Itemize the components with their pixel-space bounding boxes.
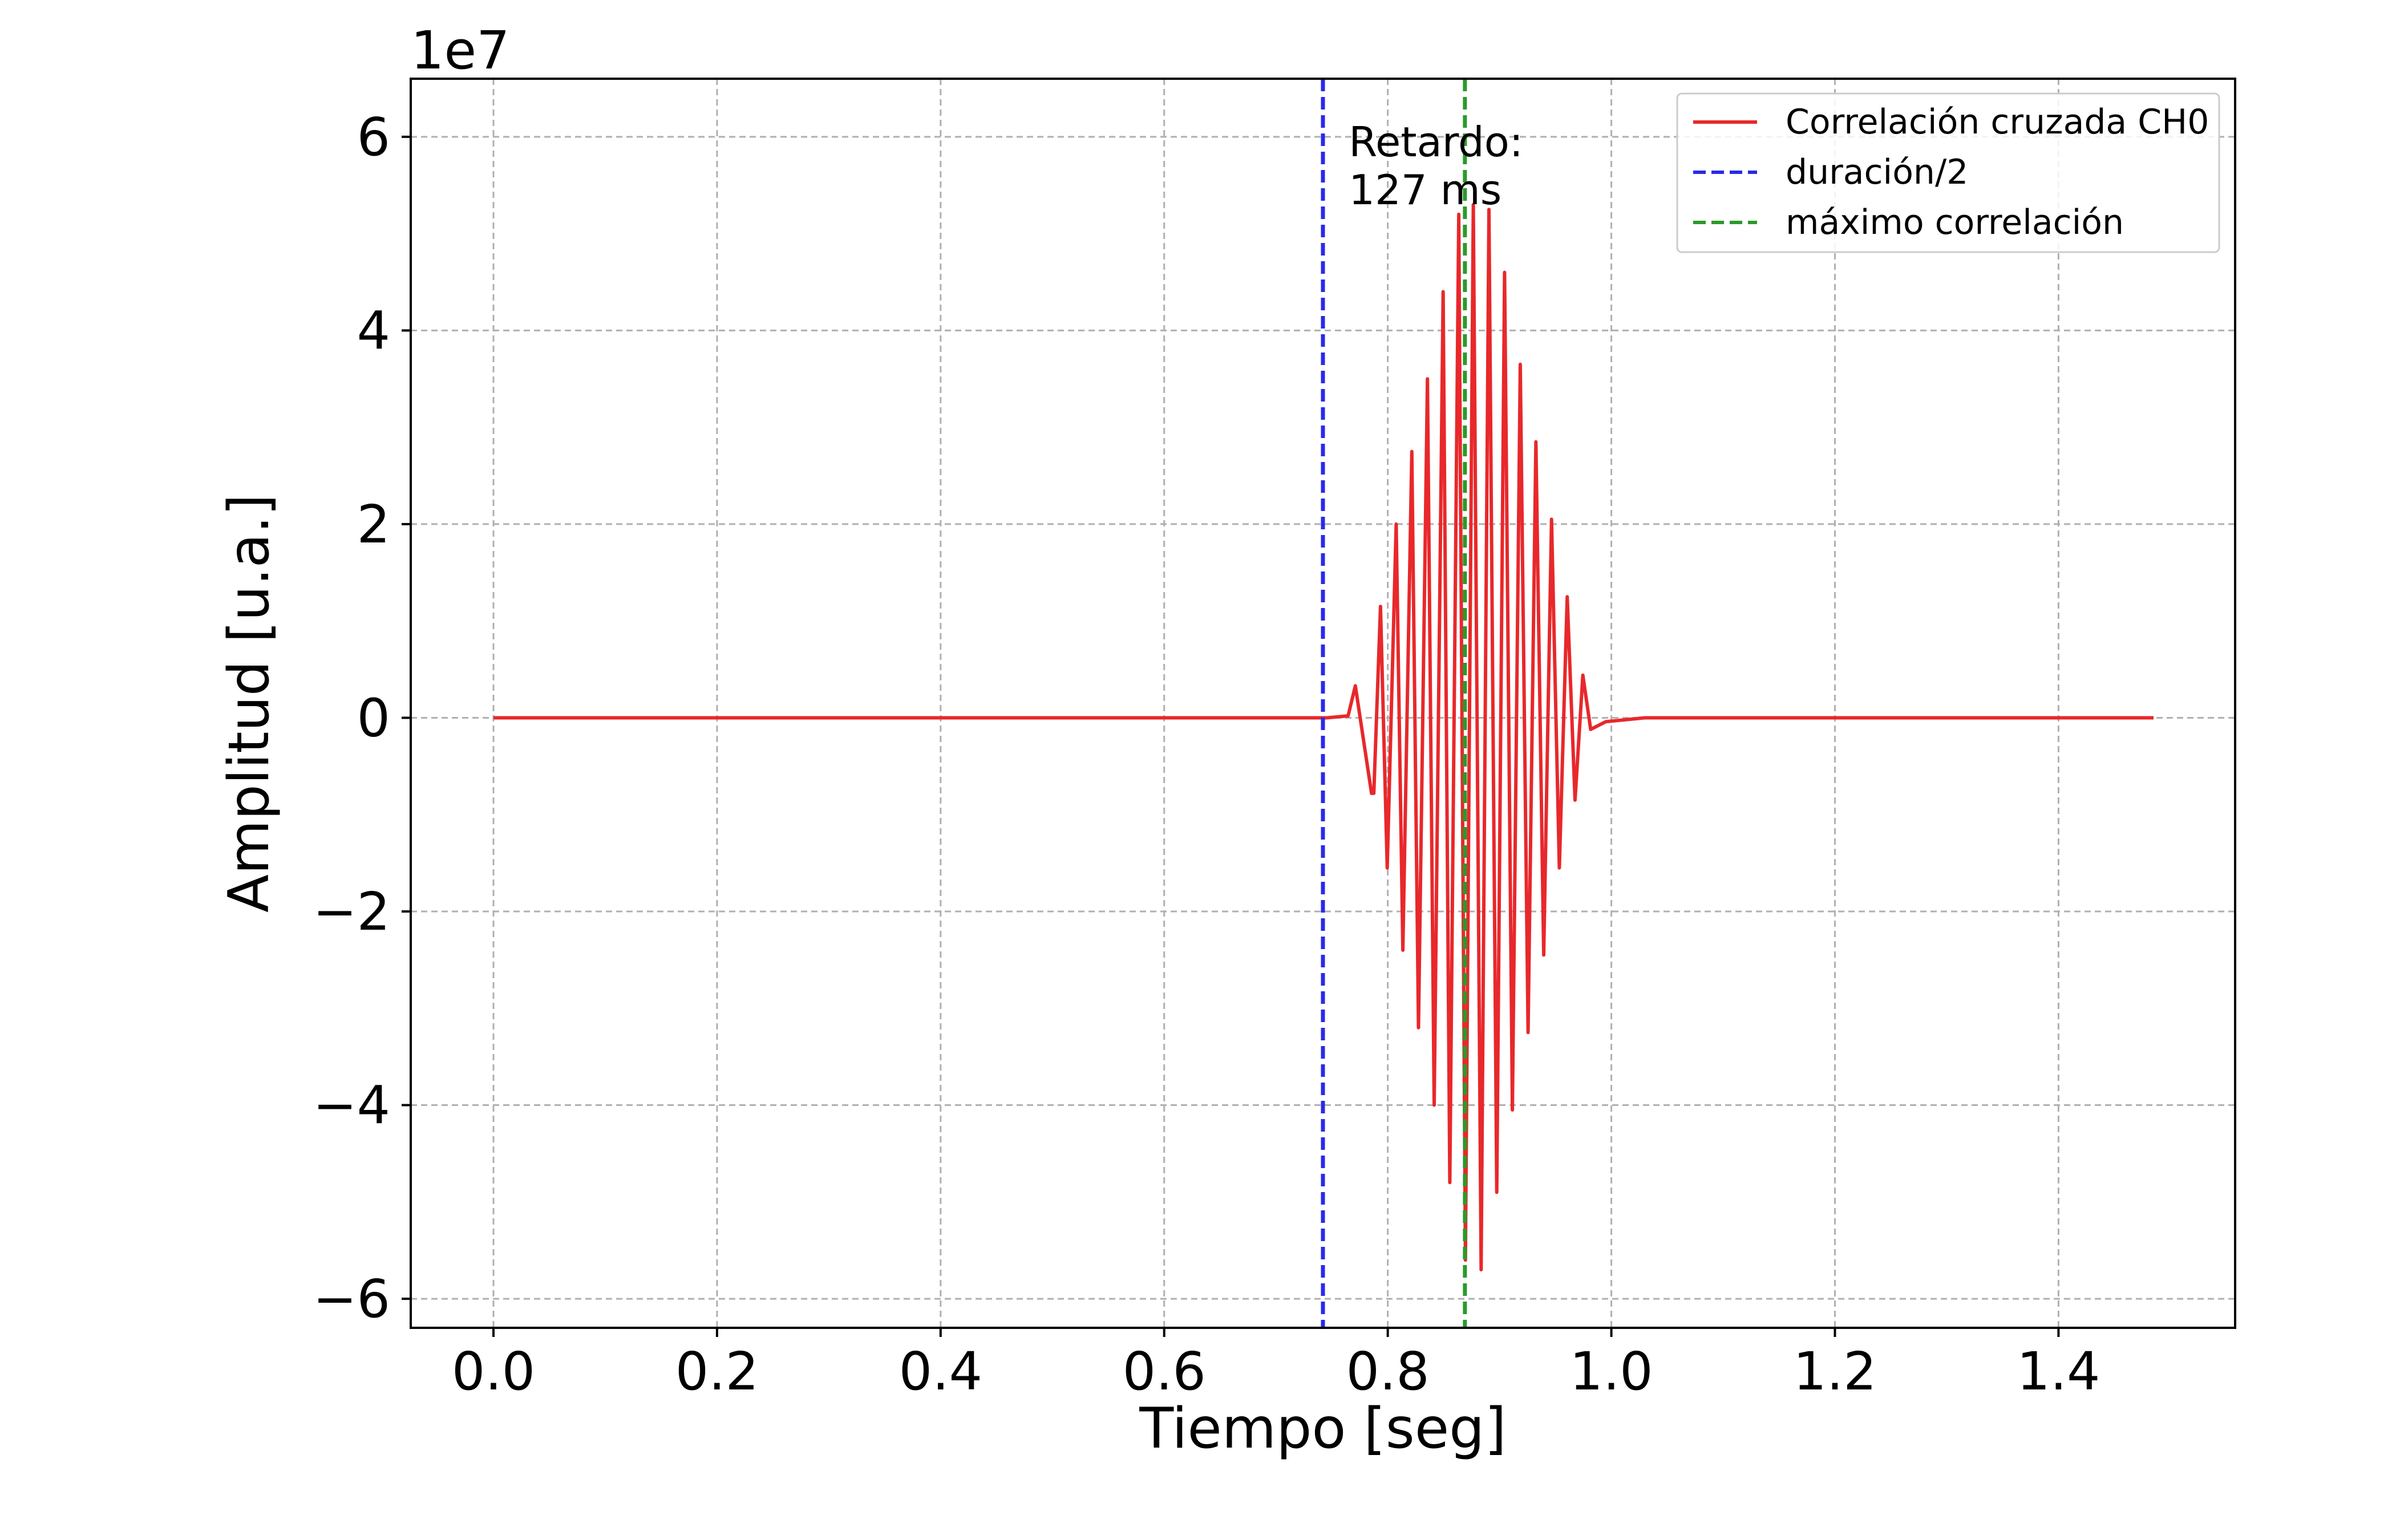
x-tick-label: 1.4 xyxy=(2017,1341,2100,1402)
x-axis-title: Tiempo [seg] xyxy=(1139,1396,1506,1461)
y-offset-label: 1e7 xyxy=(411,20,510,81)
legend-label-max-correlation: máximo correlación xyxy=(1786,202,2124,242)
x-tick-label: 1.0 xyxy=(1569,1341,1653,1402)
x-axis-ticks: 0.0 0.2 0.4 0.6 0.8 1.0 1.2 1.4 xyxy=(452,1328,2100,1402)
x-tick-label: 0.6 xyxy=(1123,1341,1206,1402)
cross-correlation-line xyxy=(493,202,2154,1272)
y-tick-label: 2 xyxy=(357,494,390,555)
annotation-line-2: 127 ms xyxy=(1349,166,1501,214)
y-tick-label: 6 xyxy=(357,107,390,168)
axes-frame xyxy=(410,78,2236,1329)
y-tick-label: −2 xyxy=(313,881,390,942)
legend-label-cross-correlation: Correlación cruzada CH0 xyxy=(1786,102,2209,142)
x-tick-label: 1.2 xyxy=(1793,1341,1876,1402)
plot-area xyxy=(493,79,2154,1328)
x-tick-label: 0.0 xyxy=(452,1341,535,1402)
x-tick-label: 0.4 xyxy=(899,1341,982,1402)
x-tick-label: 0.2 xyxy=(675,1341,759,1402)
legend-label-half-duration: duración/2 xyxy=(1786,152,1968,192)
y-axis-ticks: −6 −4 −2 0 2 4 6 xyxy=(313,107,411,1330)
y-tick-label: 4 xyxy=(357,300,390,361)
y-axis-title: Amplitud [u.a.] xyxy=(217,494,282,913)
y-tick-label: −6 xyxy=(313,1269,390,1330)
legend: Correlación cruzada CH0 duración/2 máxim… xyxy=(1676,92,2220,253)
y-tick-label: 0 xyxy=(357,687,390,748)
legend-box xyxy=(1676,92,2220,253)
y-tick-label: −4 xyxy=(313,1075,390,1136)
x-tick-label: 0.8 xyxy=(1346,1341,1429,1402)
delay-annotation: Retardo: 127 ms xyxy=(1349,118,1523,214)
annotation-line-1: Retardo: xyxy=(1349,118,1523,166)
